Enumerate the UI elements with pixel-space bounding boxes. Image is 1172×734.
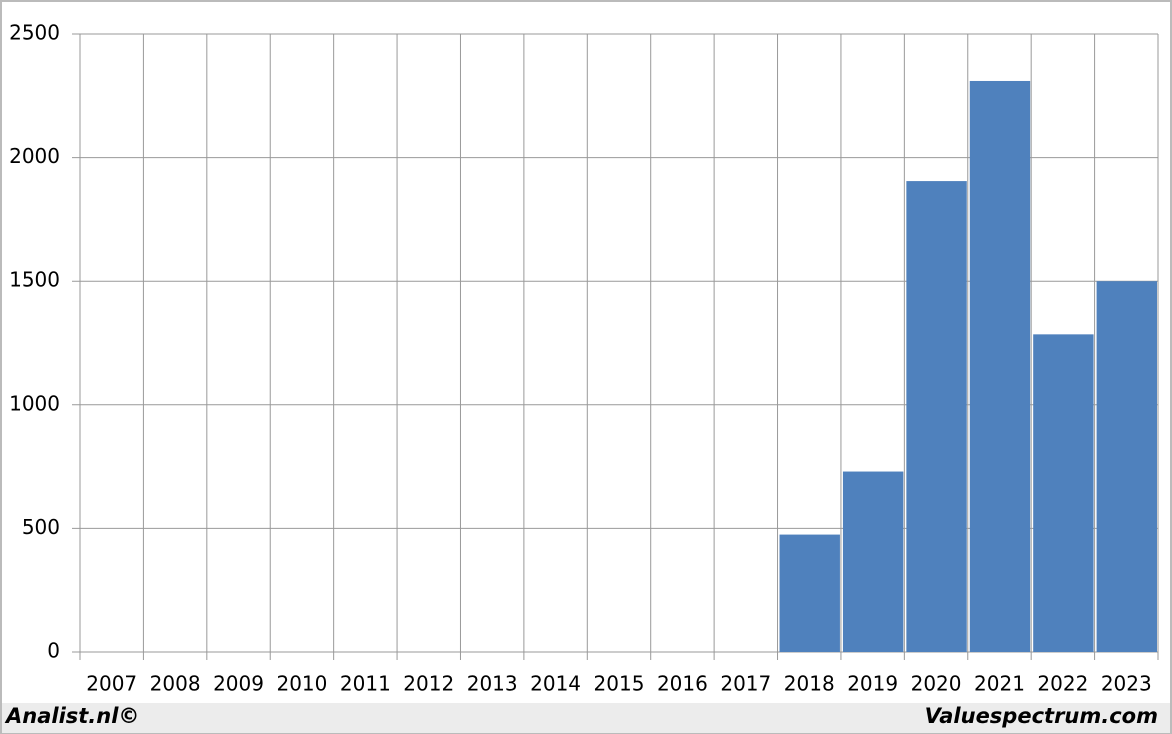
footer-band — [2, 703, 1170, 733]
y-tick-label: 1000 — [9, 391, 60, 415]
x-tick-label: 2009 — [213, 672, 264, 696]
y-tick-label: 2000 — [9, 144, 60, 168]
x-tick-label: 2023 — [1101, 672, 1152, 696]
x-tick-label: 2021 — [974, 672, 1025, 696]
bar — [906, 181, 967, 653]
bar — [1033, 334, 1094, 652]
bar — [969, 80, 1031, 652]
footer-left: Analist.nl© — [4, 704, 139, 728]
x-tick-label: 2008 — [150, 672, 201, 696]
x-tick-label: 2007 — [86, 672, 137, 696]
x-tick-label: 2018 — [784, 672, 835, 696]
y-tick-label: 500 — [22, 515, 60, 539]
bar — [842, 471, 904, 652]
x-tick-label: 2014 — [530, 672, 581, 696]
x-tick-label: 2019 — [847, 672, 898, 696]
footer-right: Valuespectrum.com — [925, 704, 1158, 728]
x-tick-label: 2011 — [340, 672, 391, 696]
x-tick-label: 2022 — [1037, 672, 1088, 696]
y-tick-label: 2500 — [9, 21, 60, 45]
x-tick-label: 2012 — [403, 672, 454, 696]
bar — [779, 534, 840, 652]
x-tick-label: 2013 — [467, 672, 518, 696]
bar — [1096, 281, 1157, 652]
x-tick-label: 2010 — [276, 672, 327, 696]
y-tick-label: 1500 — [9, 268, 60, 292]
x-tick-label: 2015 — [594, 672, 645, 696]
y-tick-label: 0 — [47, 639, 60, 663]
x-tick-label: 2017 — [720, 672, 771, 696]
x-tick-label: 2020 — [911, 672, 962, 696]
x-tick-label: 2016 — [657, 672, 708, 696]
